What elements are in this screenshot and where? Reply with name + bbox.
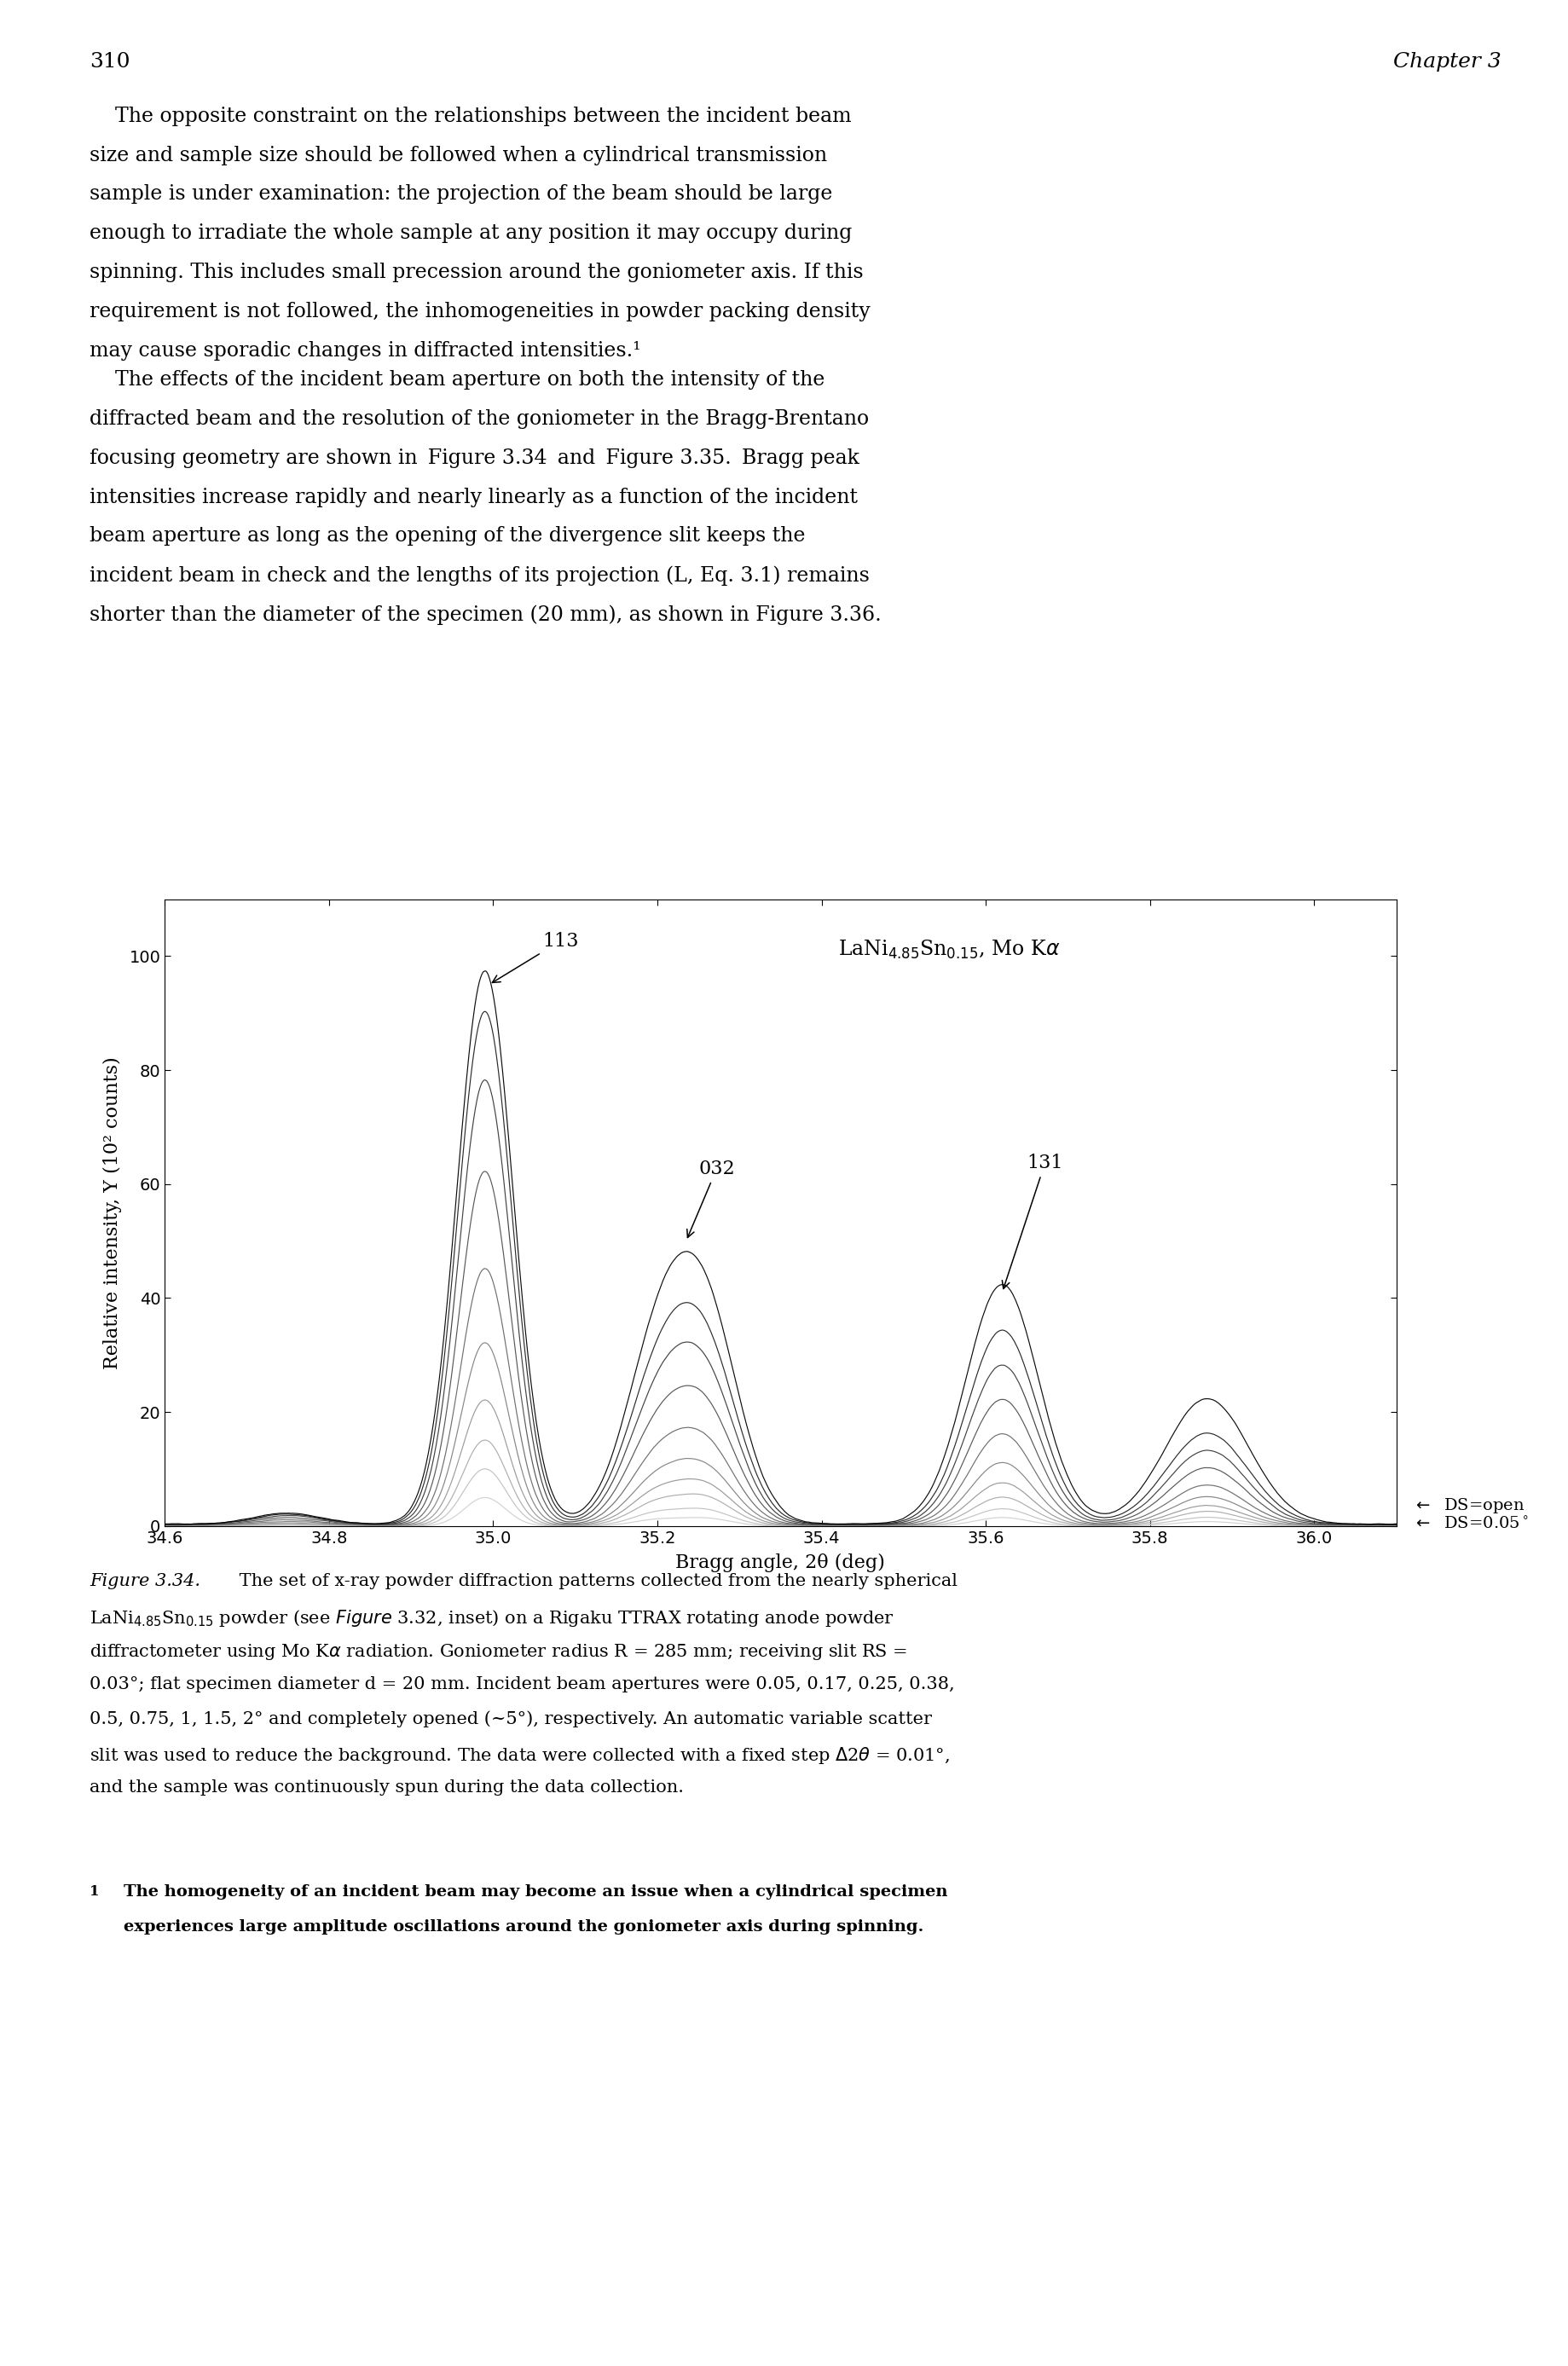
Y-axis label: Relative intensity, Y (10² counts): Relative intensity, Y (10² counts) (103, 1055, 122, 1370)
Text: beam aperture as long as the opening of the divergence slit keeps the: beam aperture as long as the opening of … (89, 528, 804, 547)
Text: diffracted beam and the resolution of the goniometer in the Bragg-Brentano: diffracted beam and the resolution of th… (89, 409, 869, 428)
Text: sample is under examination: the projection of the beam should be large: sample is under examination: the project… (89, 185, 833, 203)
Text: 131: 131 (1002, 1155, 1063, 1289)
Text: incident beam in check and the lengths of its projection (L, Eq. 3.1) remains: incident beam in check and the lengths o… (89, 565, 869, 584)
Text: may cause sporadic changes in diffracted intensities.¹: may cause sporadic changes in diffracted… (89, 341, 640, 360)
Text: 0.5, 0.75, 1, 1.5, 2° and completely opened (~5°), respectively. An automatic va: 0.5, 0.75, 1, 1.5, 2° and completely ope… (89, 1711, 931, 1727)
Text: $\leftarrow$  DS=0.05$^\circ$: $\leftarrow$ DS=0.05$^\circ$ (1411, 1517, 1529, 1533)
Text: Chapter 3: Chapter 3 (1392, 52, 1501, 71)
X-axis label: Bragg angle, 2θ (deg): Bragg angle, 2θ (deg) (676, 1554, 884, 1573)
Text: diffractometer using Mo K$\alpha$ radiation. Goniometer radius R = 285 mm; recei: diffractometer using Mo K$\alpha$ radiat… (89, 1642, 906, 1661)
Text: 310: 310 (89, 52, 130, 71)
Text: The effects of the incident beam aperture on both the intensity of the: The effects of the incident beam apertur… (89, 371, 825, 390)
Text: intensities increase rapidly and nearly linearly as a function of the incident: intensities increase rapidly and nearly … (89, 487, 858, 506)
Text: LaNi$_{4.85}$Sn$_{0.15}$ powder (see $\it{Figure}$ 3.32, inset) on a Rigaku TTRA: LaNi$_{4.85}$Sn$_{0.15}$ powder (see $\i… (89, 1609, 894, 1628)
Text: size and sample size should be followed when a cylindrical transmission: size and sample size should be followed … (89, 147, 826, 166)
Text: 1: 1 (89, 1883, 99, 1900)
Text: $\leftarrow$  DS=open: $\leftarrow$ DS=open (1411, 1498, 1524, 1517)
Text: spinning. This includes small precession around the goniometer axis. If this: spinning. This includes small precession… (89, 263, 862, 282)
Text: Figure 3.34.: Figure 3.34. (89, 1573, 201, 1590)
Text: The opposite constraint on the relationships between the incident beam: The opposite constraint on the relations… (89, 106, 851, 125)
Text: The homogeneity of an incident beam may become an issue when a cylindrical speci: The homogeneity of an incident beam may … (124, 1883, 947, 1900)
Text: 032: 032 (687, 1159, 734, 1237)
Text: focusing geometry are shown in  Figure 3.34  and  Figure 3.35.  Bragg peak: focusing geometry are shown in Figure 3.… (89, 450, 859, 468)
Text: 0.03°; flat specimen diameter d = 20 mm. Incident beam apertures were 0.05, 0.17: 0.03°; flat specimen diameter d = 20 mm.… (89, 1675, 953, 1692)
Text: The set of x-ray powder diffraction patterns collected from the nearly spherical: The set of x-ray powder diffraction patt… (234, 1573, 956, 1590)
Text: slit was used to reduce the background. The data were collected with a fixed ste: slit was used to reduce the background. … (89, 1746, 949, 1765)
Text: and the sample was continuously spun during the data collection.: and the sample was continuously spun dur… (89, 1779, 684, 1796)
Text: LaNi$_{4.85}$Sn$_{0.15}$, Mo K$\alpha$: LaNi$_{4.85}$Sn$_{0.15}$, Mo K$\alpha$ (837, 939, 1060, 961)
Text: requirement is not followed, the inhomogeneities in powder packing density: requirement is not followed, the inhomog… (89, 300, 870, 322)
Text: shorter than the diameter of the specimen (20 mm), as shown in Figure 3.36.: shorter than the diameter of the specime… (89, 606, 881, 625)
Text: enough to irradiate the whole sample at any position it may occupy during: enough to irradiate the whole sample at … (89, 225, 851, 244)
Text: 113: 113 (492, 932, 579, 982)
Text: experiences large amplitude oscillations around the goniometer axis during spinn: experiences large amplitude oscillations… (124, 1919, 924, 1933)
